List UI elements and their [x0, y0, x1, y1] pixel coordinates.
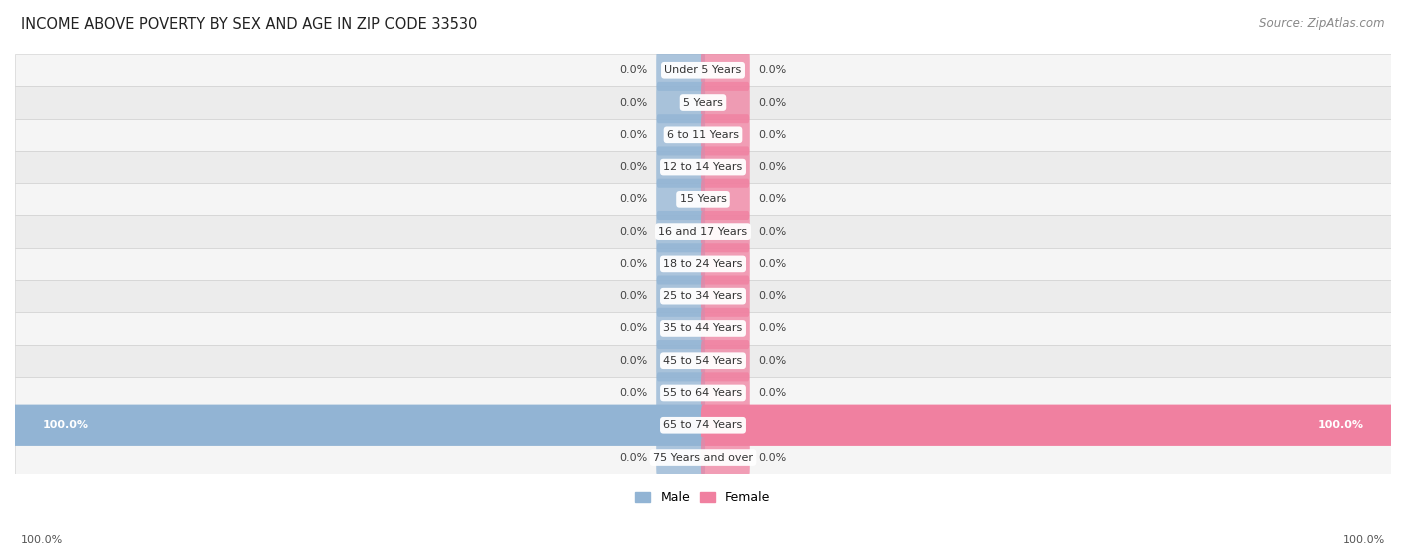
FancyBboxPatch shape — [702, 211, 749, 252]
Text: 45 to 54 Years: 45 to 54 Years — [664, 356, 742, 366]
Text: 0.0%: 0.0% — [758, 195, 786, 205]
FancyBboxPatch shape — [657, 50, 704, 91]
Text: 0.0%: 0.0% — [758, 130, 786, 140]
Text: 0.0%: 0.0% — [758, 291, 786, 301]
FancyBboxPatch shape — [702, 276, 749, 317]
FancyBboxPatch shape — [702, 437, 749, 478]
Text: Source: ZipAtlas.com: Source: ZipAtlas.com — [1260, 17, 1385, 30]
Text: 100.0%: 100.0% — [1317, 420, 1364, 430]
Text: 0.0%: 0.0% — [620, 453, 648, 462]
FancyBboxPatch shape — [702, 50, 749, 91]
Text: 0.0%: 0.0% — [758, 162, 786, 172]
Text: 0.0%: 0.0% — [620, 97, 648, 107]
FancyBboxPatch shape — [13, 405, 704, 446]
Text: 0.0%: 0.0% — [758, 259, 786, 269]
Bar — [15, 312, 1391, 344]
Text: 100.0%: 100.0% — [42, 420, 89, 430]
Text: INCOME ABOVE POVERTY BY SEX AND AGE IN ZIP CODE 33530: INCOME ABOVE POVERTY BY SEX AND AGE IN Z… — [21, 17, 478, 32]
Text: 55 to 64 Years: 55 to 64 Years — [664, 388, 742, 398]
Text: 0.0%: 0.0% — [758, 453, 786, 462]
FancyBboxPatch shape — [657, 276, 704, 317]
FancyBboxPatch shape — [657, 243, 704, 285]
FancyBboxPatch shape — [702, 146, 749, 188]
Text: 16 and 17 Years: 16 and 17 Years — [658, 226, 748, 236]
Bar — [15, 54, 1391, 87]
Text: 0.0%: 0.0% — [620, 291, 648, 301]
FancyBboxPatch shape — [657, 211, 704, 252]
Text: 0.0%: 0.0% — [620, 259, 648, 269]
Bar — [15, 377, 1391, 409]
FancyBboxPatch shape — [657, 308, 704, 349]
Text: 0.0%: 0.0% — [758, 65, 786, 75]
Text: 0.0%: 0.0% — [620, 388, 648, 398]
FancyBboxPatch shape — [657, 372, 704, 414]
Text: 0.0%: 0.0% — [620, 226, 648, 236]
Text: 0.0%: 0.0% — [620, 162, 648, 172]
Bar — [15, 280, 1391, 312]
FancyBboxPatch shape — [657, 437, 704, 478]
Text: 6 to 11 Years: 6 to 11 Years — [666, 130, 740, 140]
Text: 75 Years and over: 75 Years and over — [652, 453, 754, 462]
FancyBboxPatch shape — [702, 340, 749, 381]
Bar — [15, 183, 1391, 215]
FancyBboxPatch shape — [702, 179, 749, 220]
Text: 0.0%: 0.0% — [758, 388, 786, 398]
Text: 35 to 44 Years: 35 to 44 Years — [664, 324, 742, 333]
Text: Under 5 Years: Under 5 Years — [665, 65, 741, 75]
FancyBboxPatch shape — [702, 243, 749, 285]
Bar — [15, 119, 1391, 151]
Text: 5 Years: 5 Years — [683, 97, 723, 107]
FancyBboxPatch shape — [702, 308, 749, 349]
Text: 12 to 14 Years: 12 to 14 Years — [664, 162, 742, 172]
Text: 18 to 24 Years: 18 to 24 Years — [664, 259, 742, 269]
FancyBboxPatch shape — [702, 114, 749, 155]
Bar — [15, 87, 1391, 119]
FancyBboxPatch shape — [657, 146, 704, 188]
Bar — [15, 442, 1391, 473]
FancyBboxPatch shape — [657, 82, 704, 123]
Bar — [15, 409, 1391, 442]
Text: 25 to 34 Years: 25 to 34 Years — [664, 291, 742, 301]
Bar — [15, 215, 1391, 248]
Text: 65 to 74 Years: 65 to 74 Years — [664, 420, 742, 430]
Text: 0.0%: 0.0% — [620, 65, 648, 75]
Bar — [15, 248, 1391, 280]
Text: 100.0%: 100.0% — [1343, 535, 1385, 545]
Text: 15 Years: 15 Years — [679, 195, 727, 205]
Legend: Male, Female: Male, Female — [630, 486, 776, 509]
FancyBboxPatch shape — [657, 340, 704, 381]
Text: 0.0%: 0.0% — [758, 226, 786, 236]
FancyBboxPatch shape — [657, 114, 704, 155]
Text: 0.0%: 0.0% — [620, 195, 648, 205]
Text: 0.0%: 0.0% — [620, 324, 648, 333]
FancyBboxPatch shape — [702, 82, 749, 123]
Text: 0.0%: 0.0% — [620, 356, 648, 366]
Text: 0.0%: 0.0% — [620, 130, 648, 140]
Text: 100.0%: 100.0% — [21, 535, 63, 545]
FancyBboxPatch shape — [702, 372, 749, 414]
Text: 0.0%: 0.0% — [758, 356, 786, 366]
Text: 0.0%: 0.0% — [758, 324, 786, 333]
Text: 0.0%: 0.0% — [758, 97, 786, 107]
Bar — [15, 344, 1391, 377]
FancyBboxPatch shape — [702, 405, 1393, 446]
Bar — [15, 151, 1391, 183]
FancyBboxPatch shape — [657, 179, 704, 220]
